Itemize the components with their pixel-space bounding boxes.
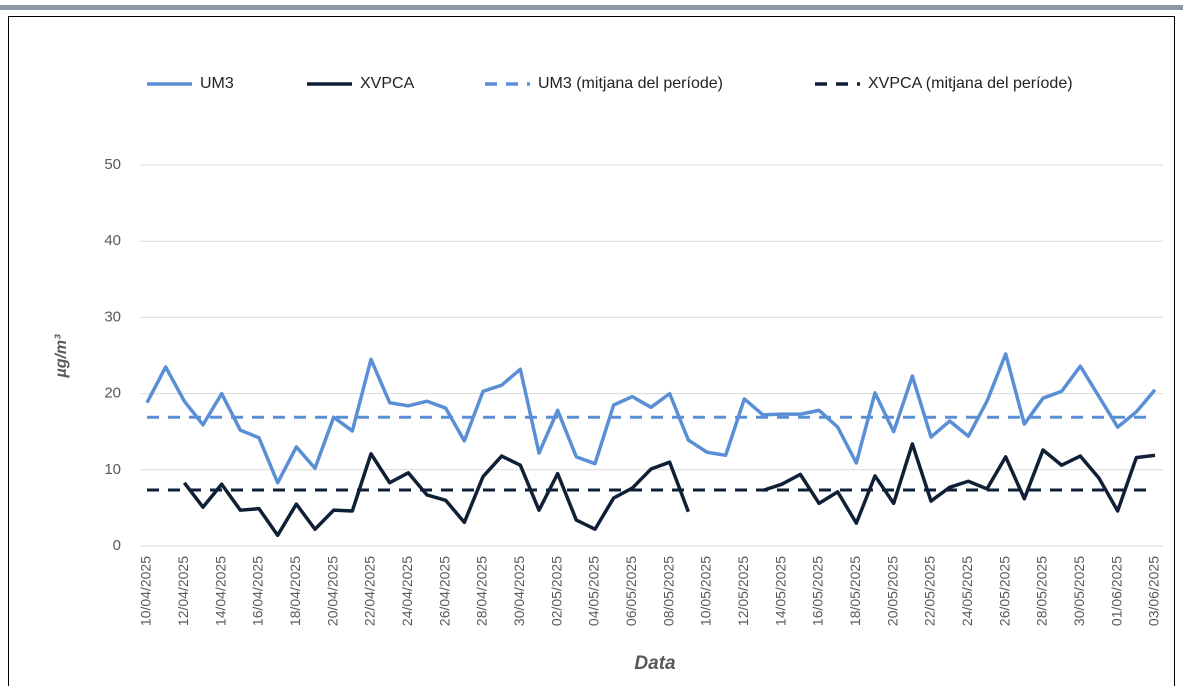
y-axis-title: µg/m³: [53, 334, 70, 379]
x-tick-label: 10/05/2025: [698, 556, 714, 626]
x-tick-label: 08/05/2025: [660, 556, 676, 626]
y-tick-label: 10: [104, 461, 121, 478]
frame: [8, 16, 1175, 686]
x-tick-label: 14/04/2025: [212, 556, 228, 626]
y-tick-label: 0: [113, 537, 121, 554]
y-tick-label: 30: [104, 308, 121, 325]
x-tick-label: 30/05/2025: [1071, 556, 1087, 626]
series-line: [145, 352, 1157, 485]
y-tick-label: 50: [104, 156, 121, 173]
y-tick-label: 40: [104, 232, 121, 249]
x-tick-label: 26/05/2025: [996, 556, 1012, 626]
x-tick-label: 24/04/2025: [399, 556, 415, 626]
x-tick-label: 20/04/2025: [324, 556, 340, 626]
x-tick-label: 01/06/2025: [1108, 556, 1124, 626]
x-tick-label: 24/05/2025: [959, 556, 975, 626]
x-tick-label: 03/06/2025: [1146, 556, 1162, 626]
series-line: [182, 452, 690, 538]
x-tick-label: 12/05/2025: [735, 556, 751, 626]
top-bar: [0, 5, 1183, 10]
x-axis-title: Data: [634, 653, 676, 674]
x-tick-label: 18/04/2025: [287, 556, 303, 626]
x-tick-label: 04/05/2025: [586, 556, 602, 626]
legend-label: XVPCA (mitjana del període): [868, 75, 1073, 92]
x-tick-label: 12/04/2025: [175, 556, 191, 626]
x-tick-label: 20/05/2025: [884, 556, 900, 626]
x-tick-label: 02/05/2025: [548, 556, 564, 626]
x-tick-label: 22/05/2025: [922, 556, 938, 626]
x-tick-label: 16/05/2025: [810, 556, 826, 626]
x-tick-label: 28/05/2025: [1034, 556, 1050, 626]
x-tick-label: 14/05/2025: [772, 556, 788, 626]
x-tick-label: 30/04/2025: [511, 556, 527, 626]
x-tick-label: 18/05/2025: [847, 556, 863, 626]
x-tick-label: 10/04/2025: [138, 556, 154, 626]
series-line: [762, 442, 1156, 525]
x-tick-label: 16/04/2025: [250, 556, 266, 626]
legend-label: UM3: [200, 75, 234, 92]
x-tick-label: 26/04/2025: [436, 556, 452, 626]
y-tick-label: 20: [104, 385, 121, 402]
x-tick-label: 06/05/2025: [623, 556, 639, 626]
legend-label: UM3 (mitjana del període): [538, 75, 723, 92]
x-tick-label: 22/04/2025: [362, 556, 378, 626]
legend-label: XVPCA: [360, 75, 415, 92]
x-tick-label: 28/04/2025: [474, 556, 490, 626]
